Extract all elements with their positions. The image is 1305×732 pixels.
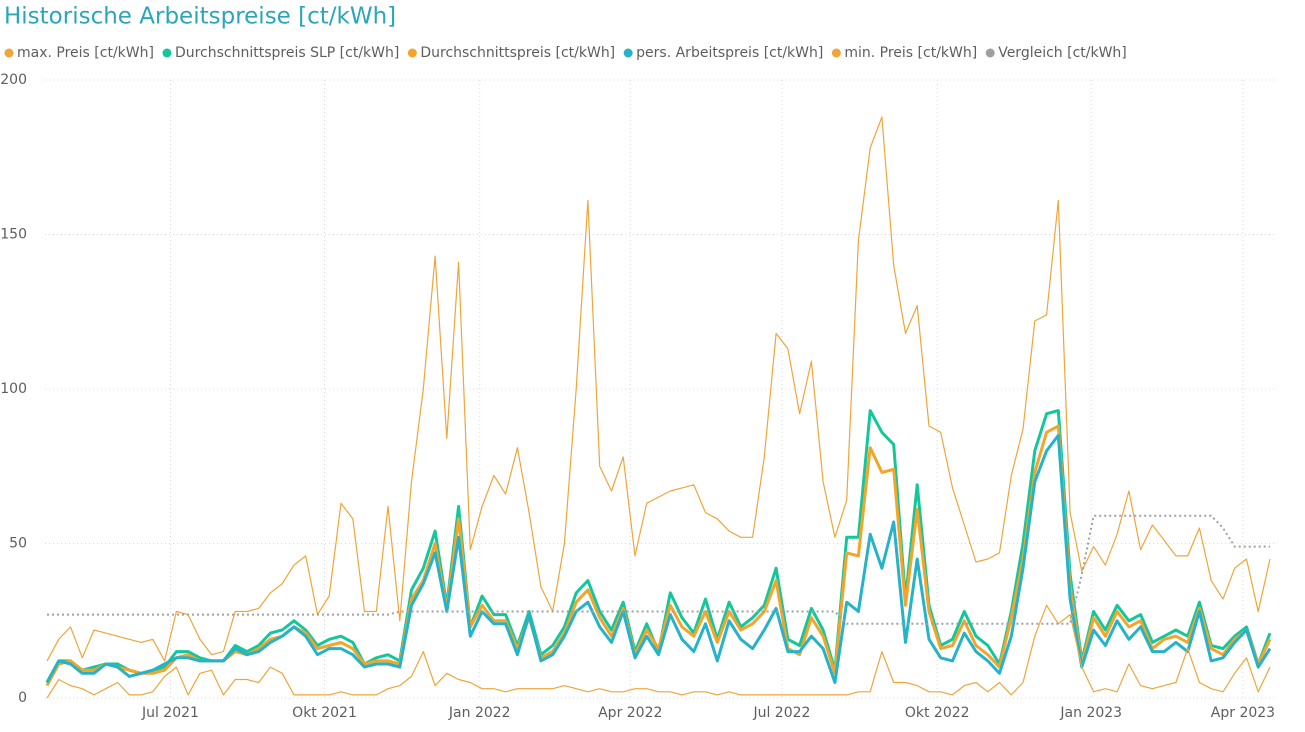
legend-item: Durchschnittspreis SLP [ct/kWh] bbox=[162, 45, 399, 61]
x-tick-label: Jan 2023 bbox=[1059, 705, 1122, 721]
legend-marker bbox=[623, 48, 633, 58]
legend-marker bbox=[162, 48, 172, 58]
series-line bbox=[45, 433, 1272, 684]
series-line bbox=[46, 604, 1271, 699]
x-tick-label: Okt 2021 bbox=[292, 705, 357, 721]
legend-label: Durchschnittspreis SLP [ct/kWh] bbox=[175, 45, 399, 61]
legend-marker bbox=[407, 48, 417, 58]
legend-label: max. Preis [ct/kWh] bbox=[17, 45, 154, 61]
legend-item: max. Preis [ct/kWh] bbox=[4, 45, 154, 61]
x-tick-label: Apr 2023 bbox=[1211, 705, 1275, 721]
series-line bbox=[47, 514, 1270, 625]
legend-label: pers. Arbeitspreis [ct/kWh] bbox=[636, 45, 823, 61]
x-tick-label: Jul 2022 bbox=[752, 705, 810, 721]
y-tick-label: 0 bbox=[18, 690, 27, 706]
chart-title: Historische Arbeitspreise [ct/kWh] bbox=[4, 4, 396, 30]
legend-item: min. Preis [ct/kWh] bbox=[831, 45, 977, 61]
x-tick-label: Jan 2022 bbox=[448, 705, 511, 721]
y-tick-label: 50 bbox=[9, 536, 27, 552]
x-tick-label: Jul 2021 bbox=[141, 705, 199, 721]
legend-item: Vergleich [ct/kWh] bbox=[985, 45, 1127, 61]
series-line bbox=[46, 116, 1271, 662]
legend-label: Durchschnittspreis [ct/kWh] bbox=[420, 45, 615, 61]
legend-marker bbox=[4, 48, 14, 58]
x-tick-label: Okt 2022 bbox=[905, 705, 970, 721]
series-line bbox=[45, 424, 1272, 687]
legend-label: min. Preis [ct/kWh] bbox=[844, 45, 977, 61]
legend-marker bbox=[831, 48, 841, 58]
legend-item: pers. Arbeitspreis [ct/kWh] bbox=[623, 45, 823, 61]
y-tick-label: 150 bbox=[0, 227, 27, 243]
y-tick-label: 100 bbox=[0, 381, 27, 397]
legend-marker bbox=[985, 48, 995, 58]
y-tick-label: 200 bbox=[0, 72, 27, 88]
legend-item: Durchschnittspreis [ct/kWh] bbox=[407, 45, 615, 61]
legend-label: Vergleich [ct/kWh] bbox=[998, 45, 1127, 61]
x-tick-label: Apr 2022 bbox=[598, 705, 662, 721]
